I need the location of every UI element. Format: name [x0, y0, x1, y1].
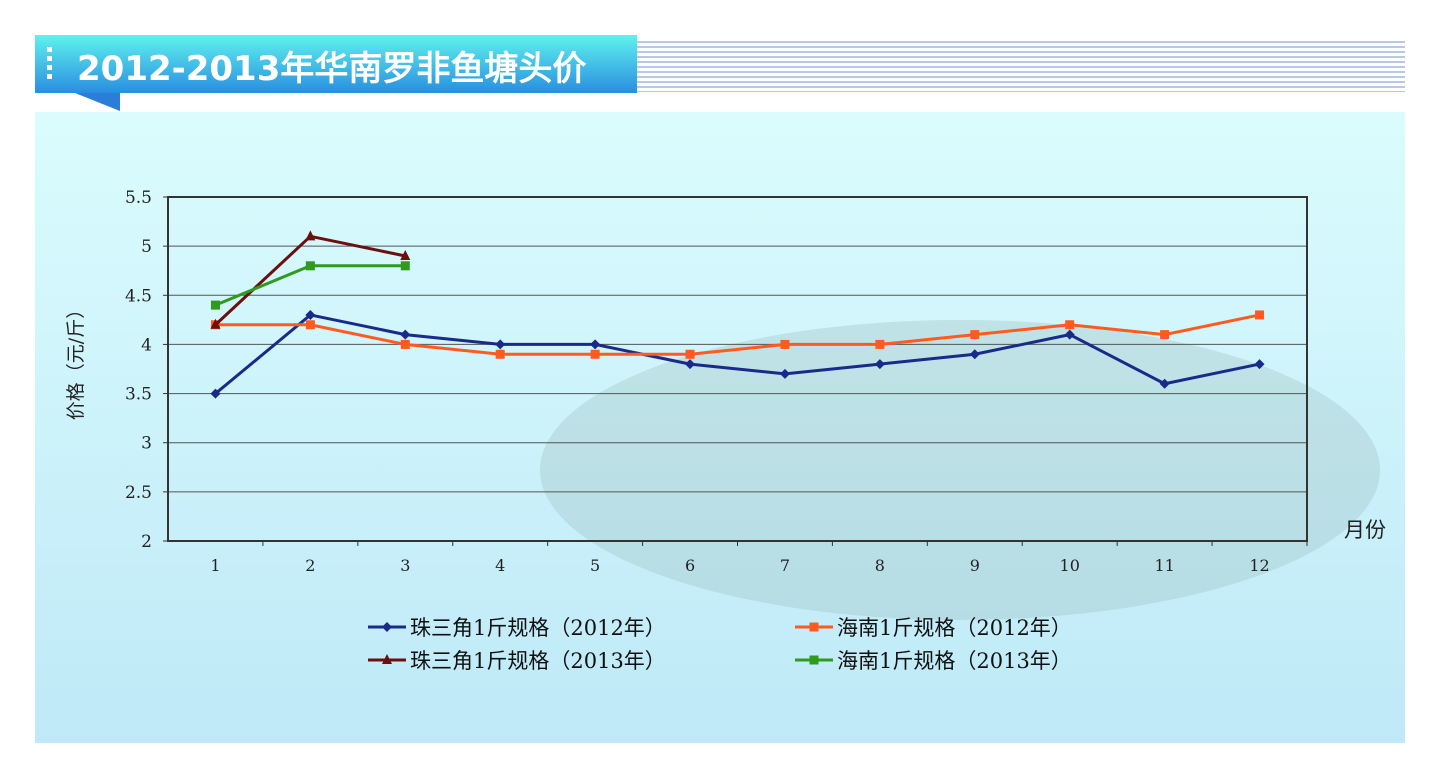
x-tick-label: 9 [970, 556, 980, 575]
data-point [305, 261, 315, 271]
fish-image [540, 320, 1380, 620]
data-point [590, 339, 601, 350]
data-point [210, 388, 221, 399]
title-banner: 2012-2013年华南罗非鱼塘头价 [35, 35, 637, 93]
data-point [305, 320, 315, 330]
y-tick-label: 2 [141, 532, 152, 552]
x-tick-label: 7 [780, 556, 790, 575]
data-point [210, 318, 221, 329]
data-point [495, 339, 506, 350]
x-tick-label: 8 [875, 556, 885, 575]
data-point [1160, 330, 1170, 340]
data-point [210, 300, 220, 310]
legend-label: 珠三角1斤规格（2013年） [410, 649, 666, 673]
data-point [590, 349, 600, 359]
legend-marker [809, 622, 819, 632]
y-tick-label: 3.5 [125, 385, 152, 405]
y-tick-label: 4 [141, 335, 152, 355]
x-tick-label: 5 [590, 556, 600, 575]
legend-marker [382, 654, 392, 664]
dots-decoration [47, 47, 52, 83]
x-tick-label: 11 [1154, 556, 1174, 575]
data-point [400, 261, 410, 271]
x-axis-label: 月份 [1344, 518, 1386, 542]
data-point [305, 309, 316, 320]
data-point [1254, 359, 1265, 370]
y-tick-label: 3 [141, 434, 152, 454]
data-point [1064, 329, 1075, 340]
y-tick-label: 5 [141, 237, 152, 257]
legend-label: 海南1斤规格（2012年） [837, 616, 1072, 640]
data-point [1159, 378, 1170, 389]
legend-label: 海南1斤规格（2013年） [837, 649, 1072, 673]
legend-label: 珠三角1斤规格（2012年） [410, 616, 666, 640]
x-tick-label: 1 [210, 556, 220, 575]
x-tick-label: 12 [1249, 556, 1269, 575]
data-point [495, 349, 505, 359]
series-line [215, 313, 1260, 356]
series-line [214, 313, 1260, 395]
y-tick-label: 5.5 [125, 188, 152, 208]
y-tick-label: 4.5 [125, 286, 152, 306]
y-axis-label: 价格（元/斤） [65, 300, 87, 420]
data-point [400, 249, 411, 260]
data-point [400, 339, 410, 349]
y-tick-label: 2.5 [125, 483, 152, 503]
data-point [1255, 310, 1265, 320]
data-point [970, 330, 980, 340]
legend-marker [382, 622, 392, 632]
x-tick-label: 10 [1060, 556, 1080, 575]
stripes-decoration [637, 38, 1405, 92]
data-point [779, 368, 790, 379]
x-tick-label: 3 [400, 556, 410, 575]
x-tick-label: 4 [495, 556, 505, 575]
x-tick-label: 2 [305, 556, 315, 575]
data-point [400, 329, 411, 340]
legend-marker [809, 655, 819, 665]
data-point [969, 349, 980, 360]
chart-title: 2012-2013年华南罗非鱼塘头价 [77, 49, 587, 89]
chart-panel [35, 112, 1405, 743]
data-point [875, 339, 885, 349]
banner-tail [75, 93, 120, 111]
data-point [685, 359, 696, 370]
data-point [685, 349, 695, 359]
data-point [305, 230, 316, 241]
data-point [874, 359, 885, 370]
x-tick-label: 6 [685, 556, 695, 575]
data-point [1065, 320, 1075, 330]
data-point [780, 339, 790, 349]
